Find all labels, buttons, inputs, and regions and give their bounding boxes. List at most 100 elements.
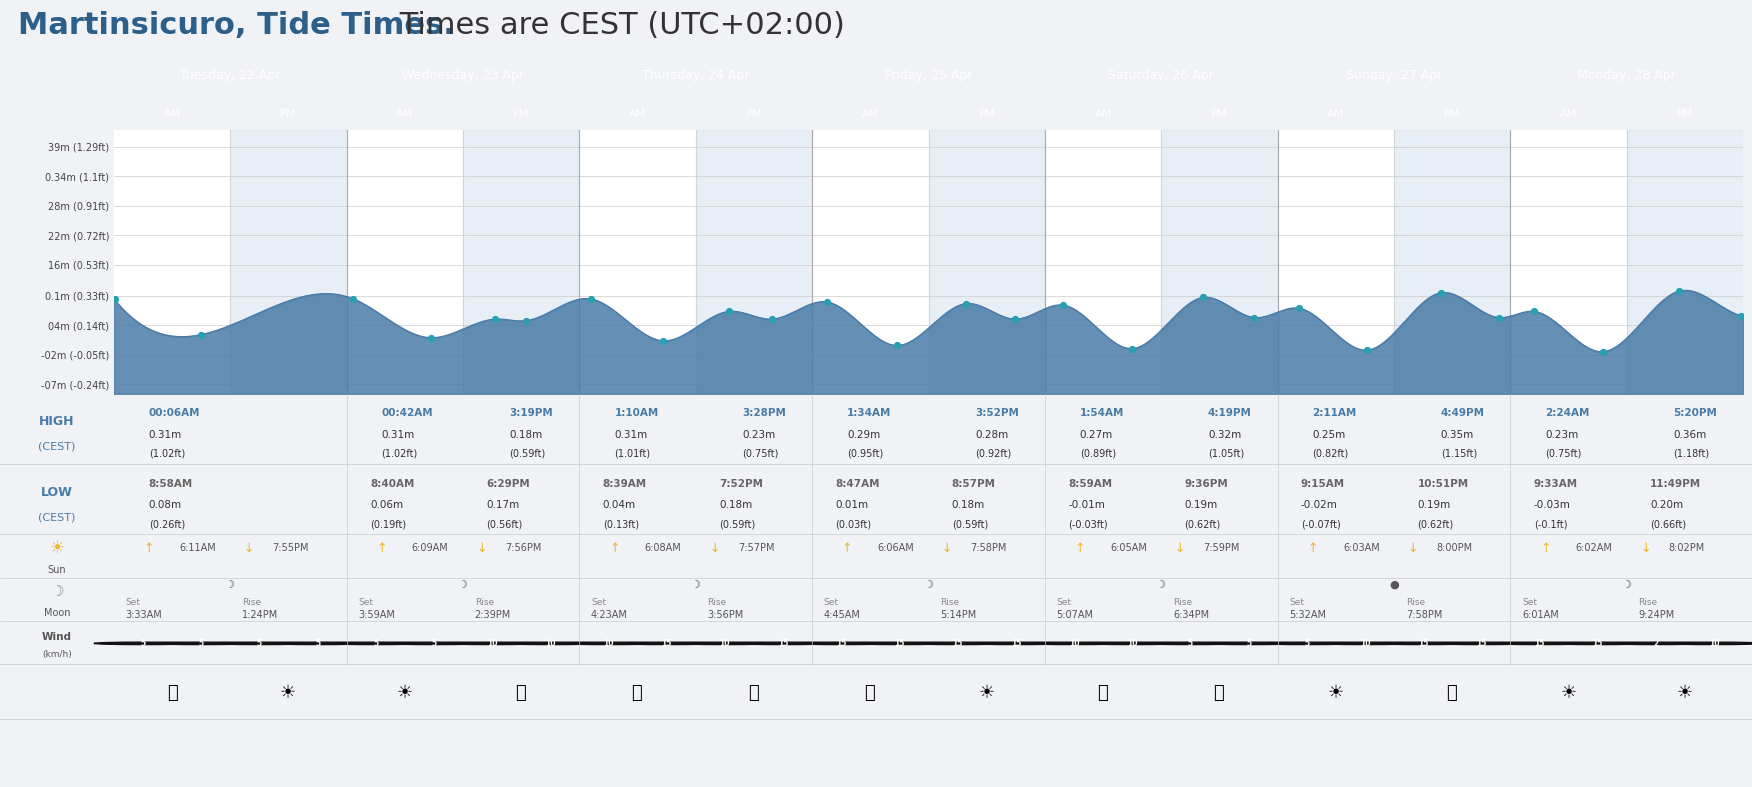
Circle shape xyxy=(1549,642,1647,645)
Text: 0.08m: 0.08m xyxy=(149,501,182,511)
Text: (0.92ft): (0.92ft) xyxy=(976,449,1011,459)
Text: 5: 5 xyxy=(1303,639,1309,648)
Text: 7:52PM: 7:52PM xyxy=(718,479,764,490)
Text: 15: 15 xyxy=(1593,639,1603,648)
Text: AM: AM xyxy=(1559,109,1577,119)
Circle shape xyxy=(850,642,948,645)
Text: 0.32m: 0.32m xyxy=(1207,430,1240,440)
Text: 5: 5 xyxy=(1188,639,1193,648)
Text: (CEST): (CEST) xyxy=(39,442,75,452)
Text: Set: Set xyxy=(357,598,373,607)
Text: Martinsicuro, Tide Times.: Martinsicuro, Tide Times. xyxy=(18,11,454,40)
Text: Sun: Sun xyxy=(47,565,67,575)
Text: ↓: ↓ xyxy=(1407,541,1417,555)
Text: Friday, 25 Apr: Friday, 25 Apr xyxy=(885,69,972,82)
Text: 3:52PM: 3:52PM xyxy=(976,408,1020,419)
Text: (0.59ft): (0.59ft) xyxy=(718,519,755,530)
Point xyxy=(883,339,911,352)
Circle shape xyxy=(326,642,424,645)
Text: 0.20m: 0.20m xyxy=(1650,501,1684,511)
Text: 1:10AM: 1:10AM xyxy=(615,408,659,419)
Text: 10:51PM: 10:51PM xyxy=(1417,479,1468,490)
Text: 🌧️: 🌧️ xyxy=(748,684,759,701)
Text: ↑: ↑ xyxy=(377,541,387,555)
Point xyxy=(813,296,841,309)
Text: 0.18m: 0.18m xyxy=(718,501,752,511)
Text: Tuesday, 22 Apr: Tuesday, 22 Apr xyxy=(180,69,280,82)
Circle shape xyxy=(1433,642,1531,645)
Text: 3:59AM: 3:59AM xyxy=(357,610,396,620)
Bar xyxy=(696,130,813,394)
Text: ☽: ☽ xyxy=(226,580,235,590)
Point xyxy=(759,312,787,325)
Text: (0.03ft): (0.03ft) xyxy=(836,519,871,530)
Text: 🌧️: 🌧️ xyxy=(1099,684,1109,701)
Text: 1:24PM: 1:24PM xyxy=(242,610,279,620)
Bar xyxy=(1628,130,1743,394)
Bar xyxy=(463,130,580,394)
Circle shape xyxy=(1258,642,1356,645)
Text: 3:33AM: 3:33AM xyxy=(126,610,163,620)
Text: (1.02ft): (1.02ft) xyxy=(382,449,417,459)
Bar xyxy=(230,130,347,394)
Text: Set: Set xyxy=(1289,598,1303,607)
Text: Rise: Rise xyxy=(242,598,261,607)
Text: 0.04m: 0.04m xyxy=(603,501,636,511)
Text: Saturday, 26 Apr: Saturday, 26 Apr xyxy=(1109,69,1214,82)
Text: 10: 10 xyxy=(720,639,731,648)
Text: 🌧️: 🌧️ xyxy=(865,684,876,701)
Text: ☀️: ☀️ xyxy=(1328,684,1344,701)
Text: 0.31m: 0.31m xyxy=(615,430,648,440)
Text: ↓: ↓ xyxy=(1640,541,1650,555)
Text: (1.01ft): (1.01ft) xyxy=(615,449,650,459)
Text: 5:20PM: 5:20PM xyxy=(1673,408,1717,419)
Point xyxy=(340,293,368,305)
Circle shape xyxy=(443,642,541,645)
Text: 7:56PM: 7:56PM xyxy=(505,543,541,553)
Text: 7:55PM: 7:55PM xyxy=(272,543,308,553)
Text: 5:14PM: 5:14PM xyxy=(941,610,976,620)
Text: Set: Set xyxy=(1056,598,1072,607)
Text: 4:49PM: 4:49PM xyxy=(1440,408,1484,419)
Point xyxy=(951,297,979,310)
Text: Moon: Moon xyxy=(44,608,70,618)
Text: Set: Set xyxy=(590,598,606,607)
Text: 🌧️: 🌧️ xyxy=(1214,684,1225,701)
Text: (0.82ft): (0.82ft) xyxy=(1312,449,1349,459)
Text: 9:33AM: 9:33AM xyxy=(1533,479,1579,490)
Text: 10: 10 xyxy=(1708,639,1719,648)
Text: 0.25m: 0.25m xyxy=(1312,430,1346,440)
Text: 0.23m: 0.23m xyxy=(743,430,776,440)
Text: 15: 15 xyxy=(1417,639,1428,648)
Text: 4:45AM: 4:45AM xyxy=(823,610,860,620)
Text: 0.17m: 0.17m xyxy=(487,501,520,511)
Text: 3:56PM: 3:56PM xyxy=(708,610,743,620)
Circle shape xyxy=(1664,642,1752,645)
Text: (1.05ft): (1.05ft) xyxy=(1207,449,1244,459)
Text: (CEST): (CEST) xyxy=(39,512,75,523)
Text: AM: AM xyxy=(1095,109,1113,119)
Text: 5:07AM: 5:07AM xyxy=(1056,610,1093,620)
Text: 7:58PM: 7:58PM xyxy=(971,543,1007,553)
Text: ↓: ↓ xyxy=(244,541,254,555)
Text: 6:01AM: 6:01AM xyxy=(1522,610,1559,620)
Text: 0.31m: 0.31m xyxy=(149,430,182,440)
Circle shape xyxy=(1025,642,1123,645)
Text: 0.29m: 0.29m xyxy=(846,430,880,440)
Text: AM: AM xyxy=(862,109,880,119)
Text: 6:02AM: 6:02AM xyxy=(1575,543,1612,553)
Text: 15: 15 xyxy=(662,639,671,648)
Text: Set: Set xyxy=(1522,598,1537,607)
Text: 8:40AM: 8:40AM xyxy=(370,479,413,490)
Point xyxy=(1589,345,1617,358)
Text: ↓: ↓ xyxy=(477,541,487,555)
Point xyxy=(576,293,604,305)
Text: ↓: ↓ xyxy=(943,541,953,555)
Text: (0.62ft): (0.62ft) xyxy=(1184,519,1221,530)
Text: 5: 5 xyxy=(140,639,145,648)
Text: 5:32AM: 5:32AM xyxy=(1289,610,1326,620)
Text: 🌤️: 🌤️ xyxy=(1447,684,1458,701)
Text: 6:11AM: 6:11AM xyxy=(179,543,215,553)
Text: 0.28m: 0.28m xyxy=(976,430,1009,440)
Text: (0.56ft): (0.56ft) xyxy=(487,519,522,530)
